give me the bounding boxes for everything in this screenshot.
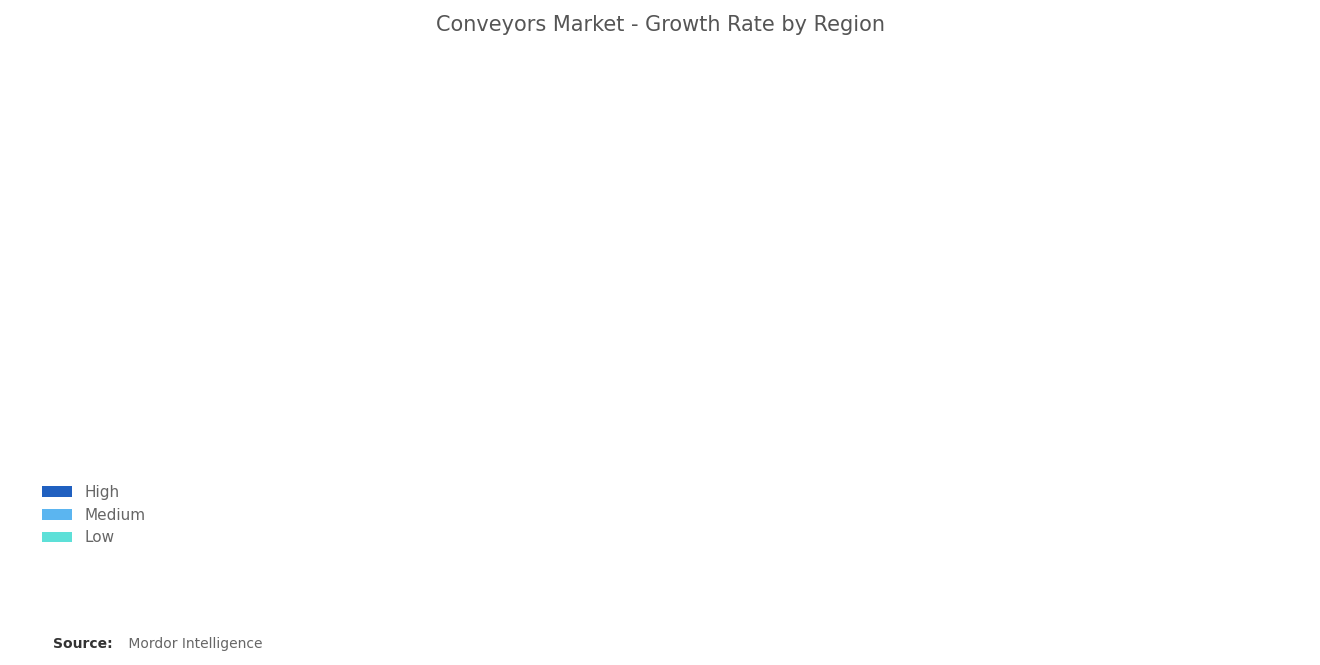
Legend: High, Medium, Low: High, Medium, Low (36, 479, 152, 551)
Text: Source:: Source: (53, 637, 112, 652)
Text: Mordor Intelligence: Mordor Intelligence (124, 637, 263, 652)
Title: Conveyors Market - Growth Rate by Region: Conveyors Market - Growth Rate by Region (436, 15, 884, 35)
